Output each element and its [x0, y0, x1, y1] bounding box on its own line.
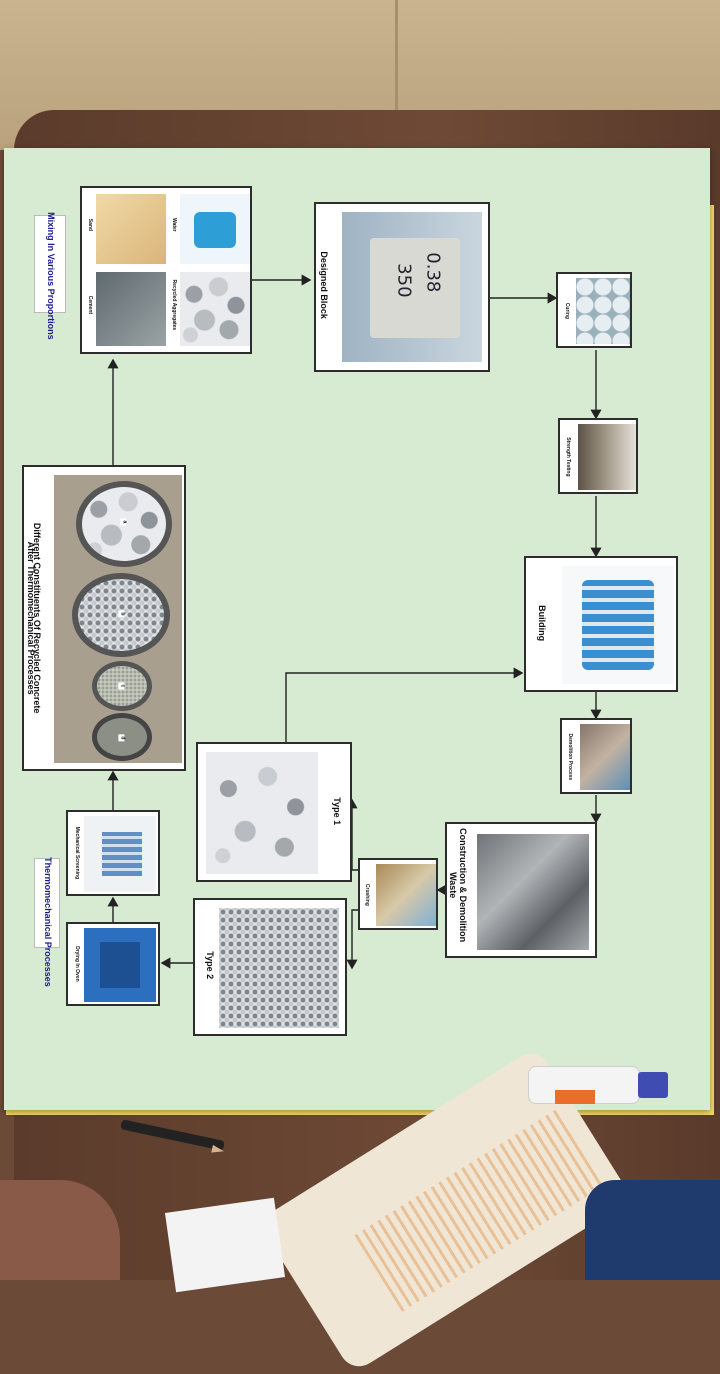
loose-paper	[164, 1197, 286, 1293]
oven-photo	[84, 928, 156, 1002]
strength-testing-card: Strength Testing	[558, 418, 638, 494]
bowl-a	[76, 481, 172, 567]
demolition-photo	[580, 724, 630, 790]
hand	[0, 1180, 120, 1280]
concrete-block-photo: 0.38 350	[342, 212, 482, 362]
crushing-card: Crushing	[358, 858, 438, 930]
glue-bottle-label	[555, 1090, 595, 1104]
strength-testing-photo	[578, 424, 636, 490]
block-handwriting-2: 350	[393, 263, 415, 298]
mix-ingredients-card: Sand Cement Water Recycled Aggregates	[80, 186, 252, 354]
bowl-label-d: d	[118, 734, 126, 742]
water-photo	[180, 194, 250, 264]
screening-photo	[84, 816, 156, 892]
screening-label: Mechanical Screening	[73, 826, 80, 880]
bowl-label-a: a	[120, 518, 128, 526]
blue-cloth	[585, 1180, 720, 1280]
crushing-photo	[376, 864, 436, 926]
building-title: Building	[537, 605, 548, 642]
wall-seam	[395, 0, 398, 150]
thermo-tag-label: Thermomechanical Processes	[43, 857, 54, 987]
curing-card: Curing	[556, 272, 632, 348]
bowl-label-b: b	[118, 610, 126, 618]
thermo-tag: Thermomechanical Processes	[34, 857, 60, 987]
type1-gravel-photo	[206, 752, 318, 874]
mixing-tag: Mixing In Various Proportions	[34, 212, 66, 340]
constituents-title-line2: After Thermomechanical Processes	[26, 541, 37, 695]
type1-title: Type 1	[332, 797, 343, 826]
cement-photo	[96, 272, 166, 346]
designed-block-card: 0.38 350 Designed Block	[314, 202, 490, 372]
bowl-label-c: c	[118, 682, 126, 690]
recycled-aggregates-photo	[180, 272, 250, 346]
recycled-aggregates-label: Recycled Aggregates	[170, 279, 177, 331]
building-card: Building	[524, 556, 678, 692]
cdw-title-line1: Construction & Demolition	[458, 828, 469, 943]
cement-label: Cement	[86, 295, 93, 315]
water-label: Water	[170, 218, 177, 232]
type1-card: Type 1	[196, 742, 352, 882]
oven-label: Drying In Oven	[73, 946, 80, 982]
constituents-photo: a b c d	[54, 475, 182, 763]
building-photo	[562, 566, 674, 684]
designed-block-title: Designed Block	[319, 251, 330, 319]
screening-card: Mechanical Screening	[66, 810, 160, 896]
type2-gravel-photo	[219, 908, 339, 1028]
glue-bottle-cap	[638, 1072, 668, 1098]
sand-photo	[96, 194, 166, 264]
demolition-card: Demolition Process	[560, 718, 632, 794]
curing-photo	[576, 278, 630, 344]
mixing-tag-label: Mixing In Various Proportions	[46, 212, 57, 340]
oven-card: Drying In Oven	[66, 922, 160, 1006]
curing-label: Curing	[563, 302, 570, 319]
bowl-b	[72, 573, 170, 657]
block-handwriting-1: 0.38	[422, 252, 444, 293]
cdw-card: Construction & Demolition Waste	[445, 822, 597, 958]
strength-testing-label: Strength Testing	[564, 437, 571, 477]
type2-title: Type 2	[205, 951, 216, 980]
demolition-label: Demolition Process	[566, 733, 573, 781]
sand-label: Sand	[86, 218, 93, 231]
crushing-label: Crushing	[363, 883, 370, 906]
type2-card: Type 2	[193, 898, 347, 1036]
flow-arrows	[107, 274, 602, 970]
constituents-card: a b c d Different Constituents Of Recycl…	[22, 465, 186, 771]
cdw-title-line2: Waste	[448, 872, 459, 899]
cdw-photo	[477, 834, 589, 950]
